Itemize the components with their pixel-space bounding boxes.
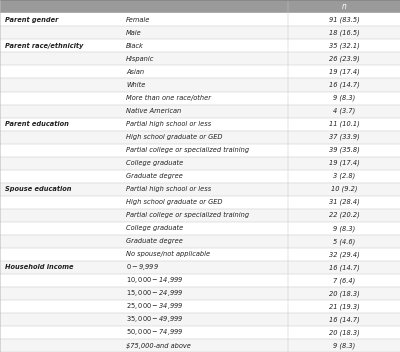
- Bar: [0, 183, 400, 196]
- Text: 9 (8.3): 9 (8.3): [333, 342, 355, 349]
- Text: 16 (14.7): 16 (14.7): [329, 264, 359, 271]
- Bar: [0, 78, 400, 92]
- Bar: [0, 157, 400, 170]
- Text: 16 (14.7): 16 (14.7): [329, 82, 359, 88]
- Text: 20 (18.3): 20 (18.3): [329, 290, 359, 297]
- Text: Black: Black: [126, 43, 144, 49]
- Text: Male: Male: [126, 30, 142, 36]
- Bar: [0, 52, 400, 65]
- Text: College graduate: College graduate: [126, 225, 183, 231]
- Text: High school graduate or GED: High school graduate or GED: [126, 199, 222, 205]
- Text: College graduate: College graduate: [126, 160, 183, 166]
- Bar: [0, 105, 400, 118]
- Text: Parent education: Parent education: [5, 121, 69, 127]
- Bar: [0, 222, 400, 235]
- Text: 26 (23.9): 26 (23.9): [329, 56, 359, 62]
- Text: White: White: [126, 82, 145, 88]
- Text: Hispanic: Hispanic: [126, 56, 154, 62]
- Bar: [0, 235, 400, 248]
- Text: 16 (14.7): 16 (14.7): [329, 316, 359, 323]
- Bar: [0, 0, 400, 13]
- Bar: [0, 118, 400, 131]
- Bar: [0, 196, 400, 209]
- Text: $75,000-and above: $75,000-and above: [126, 342, 191, 348]
- Text: 37 (33.9): 37 (33.9): [329, 134, 359, 140]
- Bar: [0, 274, 400, 287]
- Text: 22 (20.2): 22 (20.2): [329, 212, 359, 219]
- Text: 7 (6.4): 7 (6.4): [333, 277, 355, 284]
- Bar: [0, 65, 400, 78]
- Text: High school graduate or GED: High school graduate or GED: [126, 134, 222, 140]
- Text: 10 (9.2): 10 (9.2): [331, 186, 357, 193]
- Text: Household income: Household income: [5, 264, 73, 270]
- Text: Parent race/ethnicity: Parent race/ethnicity: [5, 43, 83, 49]
- Bar: [0, 13, 400, 26]
- Text: 4 (3.7): 4 (3.7): [333, 108, 355, 114]
- Text: 20 (18.3): 20 (18.3): [329, 329, 359, 336]
- Text: 9 (8.3): 9 (8.3): [333, 95, 355, 101]
- Bar: [0, 131, 400, 144]
- Text: Spouse education: Spouse education: [5, 186, 71, 192]
- Text: 19 (17.4): 19 (17.4): [329, 160, 359, 166]
- Text: 3 (2.8): 3 (2.8): [333, 173, 355, 180]
- Text: n: n: [342, 2, 346, 11]
- Text: Female: Female: [126, 17, 150, 23]
- Text: 9 (8.3): 9 (8.3): [333, 225, 355, 232]
- Text: 91 (83.5): 91 (83.5): [329, 17, 359, 23]
- Bar: [0, 26, 400, 39]
- Bar: [0, 287, 400, 300]
- Text: 35 (32.1): 35 (32.1): [329, 43, 359, 49]
- Text: 19 (17.4): 19 (17.4): [329, 69, 359, 75]
- Text: 32 (29.4): 32 (29.4): [329, 251, 359, 258]
- Text: $15,000-$24,999: $15,000-$24,999: [126, 288, 183, 298]
- Bar: [0, 144, 400, 157]
- Text: Partial high school or less: Partial high school or less: [126, 186, 211, 192]
- Text: $25,000-$34,999: $25,000-$34,999: [126, 301, 183, 312]
- Text: Partial high school or less: Partial high school or less: [126, 121, 211, 127]
- Text: 21 (19.3): 21 (19.3): [329, 303, 359, 310]
- Bar: [0, 326, 400, 339]
- Bar: [0, 339, 400, 352]
- Text: Graduate degree: Graduate degree: [126, 238, 183, 244]
- Text: Graduate degree: Graduate degree: [126, 173, 183, 179]
- Text: $50,000-$74,999: $50,000-$74,999: [126, 327, 183, 338]
- Text: 39 (35.8): 39 (35.8): [329, 147, 359, 153]
- Bar: [0, 92, 400, 105]
- Bar: [0, 261, 400, 274]
- Text: No spouse/not applicable: No spouse/not applicable: [126, 251, 210, 257]
- Text: Partial college or specialized training: Partial college or specialized training: [126, 147, 249, 153]
- Text: $0-$9,999: $0-$9,999: [126, 262, 159, 272]
- Bar: [0, 313, 400, 326]
- Text: Partial college or specialized training: Partial college or specialized training: [126, 212, 249, 218]
- Text: 18 (16.5): 18 (16.5): [329, 30, 359, 36]
- Bar: [0, 209, 400, 222]
- Text: $35,000-$49,999: $35,000-$49,999: [126, 314, 183, 325]
- Text: 31 (28.4): 31 (28.4): [329, 199, 359, 206]
- Bar: [0, 300, 400, 313]
- Text: $10,000-$14,999: $10,000-$14,999: [126, 275, 183, 285]
- Text: More than one race/other: More than one race/other: [126, 95, 211, 101]
- Text: Asian: Asian: [126, 69, 144, 75]
- Text: 11 (10.1): 11 (10.1): [329, 121, 359, 127]
- Text: 5 (4.6): 5 (4.6): [333, 238, 355, 245]
- Bar: [0, 248, 400, 261]
- Text: Native American: Native American: [126, 108, 181, 114]
- Text: Parent gender: Parent gender: [5, 17, 58, 23]
- Bar: [0, 39, 400, 52]
- Bar: [0, 170, 400, 183]
